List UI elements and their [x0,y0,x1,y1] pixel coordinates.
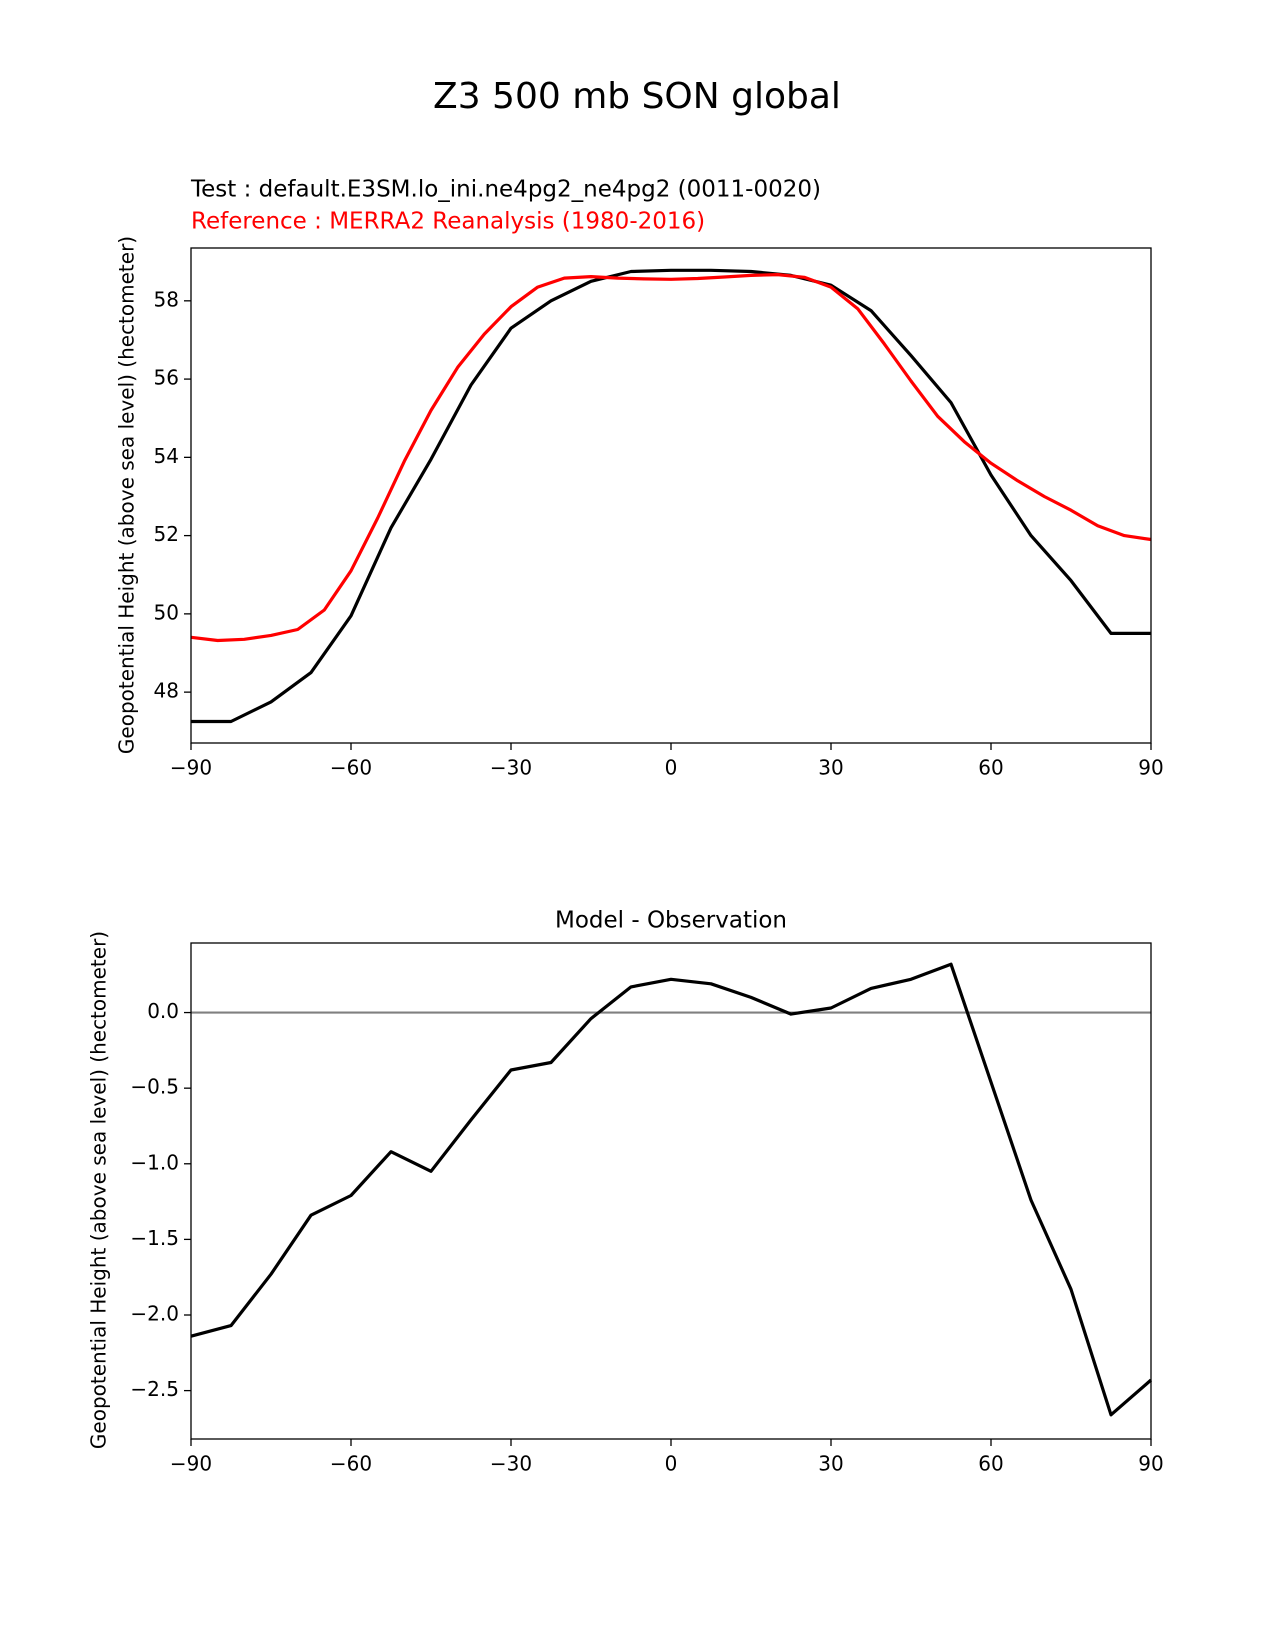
bottom-series-line-0 [190,962,1153,1417]
bottom-x-tick-label: 0 [665,1452,678,1476]
bottom-x-tick-label: 60 [978,1452,1003,1476]
top-y-tick-label: 56 [154,366,179,390]
bottom-y-tick-label: −1.5 [130,1226,179,1250]
bottom-axes-frame [190,942,1152,1440]
top-x-tick-label: −60 [330,756,372,780]
top-x-tick-label: 60 [978,756,1003,780]
bottom-x-tick-label: 30 [818,1452,843,1476]
bottom-y-tick-label: −0.5 [130,1075,179,1099]
bottom-y-ticks: 0.0 −0.5 −1.0 −1.5 −2.0 −2.5 [130,999,191,1401]
bottom-y-tick-label: 0.0 [147,999,179,1023]
top-x-tick-label: −90 [170,756,212,780]
top-series-line-1 [190,273,1152,643]
top-axes-frame [190,247,1152,744]
bottom-y-axis-label: Geopotential Height (above sea level) (h… [87,931,111,1449]
bottom-panel: Model - Observation −90 −60 −30 0 30 60 90 0.0… [87,908,1164,1476]
bottom-x-tick-label: −90 [170,1452,212,1476]
top-x-tick-label: 30 [818,756,843,780]
bottom-x-tick-label: −30 [490,1452,532,1476]
bottom-x-tick-label: −60 [330,1452,372,1476]
top-y-tick-label: 50 [154,600,179,624]
figure-title: Z3 500 mb SON global [433,76,841,117]
bottom-x-tick-label: 90 [1138,1452,1163,1476]
bottom-y-tick-label: −2.0 [130,1302,179,1326]
top-ref-label: Reference : MERRA2 Reanalysis (1980-2016… [191,209,705,235]
bottom-x-ticks: −90 −60 −30 0 30 60 90 [170,1439,1164,1476]
top-y-tick-label: 48 [154,679,179,703]
bottom-plot-area [190,962,1153,1417]
top-x-tick-label: 90 [1138,756,1163,780]
top-plot-area [190,268,1152,724]
top-y-tick-label: 52 [154,522,179,546]
bottom-y-tick-label: −2.5 [130,1377,179,1401]
top-y-ticks: 48 50 52 54 56 58 [154,287,191,703]
top-y-tick-label: 58 [154,287,179,311]
top-series-line-0 [191,268,1151,724]
top-x-ticks: −90 −60 −30 0 30 60 90 [170,743,1164,780]
top-x-tick-label: 0 [665,756,678,780]
bottom-y-tick-label: −1.0 [130,1150,179,1174]
top-test-label: Test : default.E3SM.lo_ini.ne4pg2_ne4pg2… [190,177,821,203]
top-x-tick-label: −30 [490,756,532,780]
top-y-axis-label: Geopotential Height (above sea level) (h… [115,236,139,754]
bottom-title: Model - Observation [555,908,787,934]
top-panel: Test : default.E3SM.lo_ini.ne4pg2_ne4pg2… [115,177,1164,780]
top-y-tick-label: 54 [154,444,179,468]
